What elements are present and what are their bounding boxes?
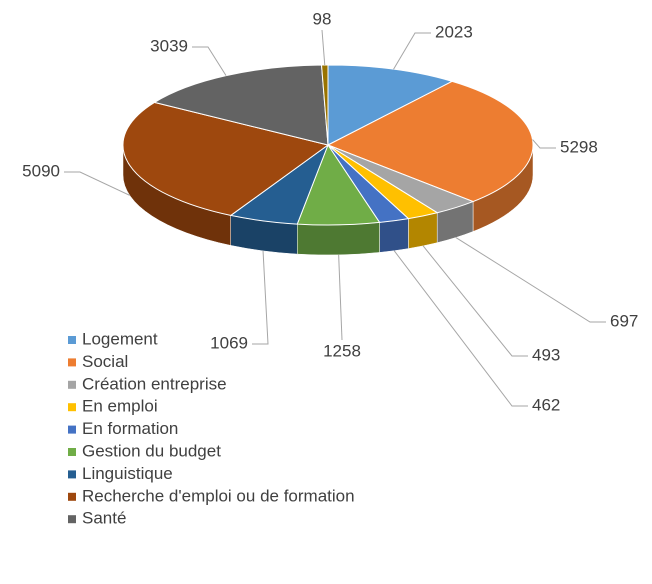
- data-label: 3039: [150, 36, 188, 55]
- leader-line: [252, 250, 269, 345]
- slice: [320, 64, 329, 146]
- legend-label: Logement: [82, 329, 158, 348]
- data-label: 697: [610, 311, 638, 330]
- legend-swatch: [68, 425, 76, 434]
- legend-label: En formation: [82, 419, 178, 438]
- legend-label: Gestion du budget: [82, 441, 221, 460]
- slice: [327, 64, 454, 146]
- slice-side: [297, 222, 380, 256]
- legend-swatch: [68, 448, 76, 456]
- legend-label: Création entreprise: [82, 374, 227, 393]
- data-label: 462: [532, 395, 560, 414]
- legend-label: Santé: [82, 509, 126, 528]
- legend-label: Recherche d'emploi ou de formation: [82, 486, 355, 505]
- legend-swatch: [68, 358, 76, 367]
- legend-swatch: [68, 336, 76, 344]
- data-label: 98: [313, 9, 332, 28]
- leader-line: [393, 250, 528, 407]
- slice: [122, 101, 330, 216]
- legend-label: Linguistique: [82, 464, 173, 483]
- legend-swatch: [68, 470, 76, 479]
- data-label: 2023: [435, 22, 473, 41]
- leader-line: [321, 29, 326, 66]
- data-label: 5298: [560, 137, 598, 156]
- legend-label: Social: [82, 352, 128, 371]
- slice: [153, 64, 329, 146]
- slice-side: [379, 218, 409, 253]
- legend-swatch: [68, 492, 76, 501]
- leader-line: [422, 245, 528, 357]
- legend-swatch: [68, 403, 76, 412]
- leader-line: [338, 254, 343, 341]
- leader-line: [64, 171, 130, 196]
- leader-line: [532, 139, 556, 149]
- legend-swatch: [68, 515, 76, 524]
- leader-line: [192, 46, 227, 76]
- data-label: 1069: [210, 333, 248, 352]
- data-label: 493: [532, 345, 560, 364]
- data-label: 1258: [323, 341, 361, 360]
- legend-label: En emploi: [82, 397, 158, 416]
- leader-line: [455, 237, 606, 323]
- data-label: 5090: [22, 161, 60, 180]
- legend-swatch: [68, 380, 76, 389]
- leader-line: [393, 32, 431, 70]
